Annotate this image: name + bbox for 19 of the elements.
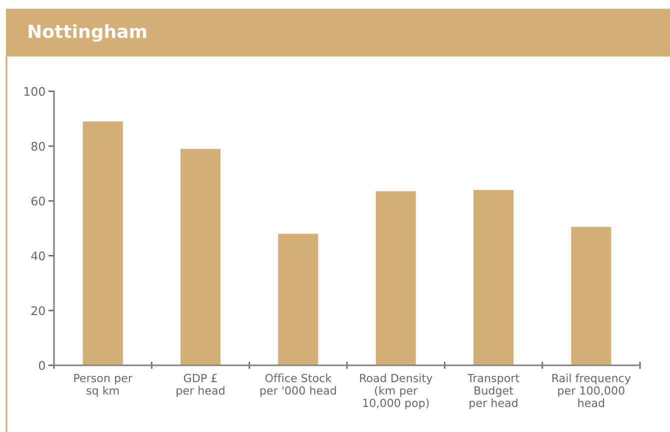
bar — [180, 148, 221, 366]
bar — [473, 190, 514, 366]
y-tick-label: 100 — [24, 87, 45, 96]
y-tick-label: 0 — [38, 361, 45, 370]
x-tick-label: Rail frequency per 100,000 head — [552, 374, 631, 408]
bar — [278, 234, 318, 366]
x-tick-label: GDP £ per head — [176, 374, 224, 397]
x-tick-label: Person per sq km — [74, 374, 132, 397]
x-tick-label: Transport Budget per head — [467, 374, 520, 410]
x-tick-label: Road Density (km per 10,000 pop) — [360, 374, 432, 410]
bar — [571, 226, 612, 366]
chart-title: Nottingham — [28, 24, 146, 42]
y-tick-label: 60 — [31, 196, 45, 206]
x-tick-label: Office Stock per '000 head — [260, 374, 336, 397]
bar — [376, 191, 416, 366]
bar — [82, 121, 123, 366]
y-tick-label: 80 — [31, 142, 45, 151]
y-tick-label: 40 — [31, 251, 45, 260]
y-tick-label: 20 — [32, 306, 45, 316]
